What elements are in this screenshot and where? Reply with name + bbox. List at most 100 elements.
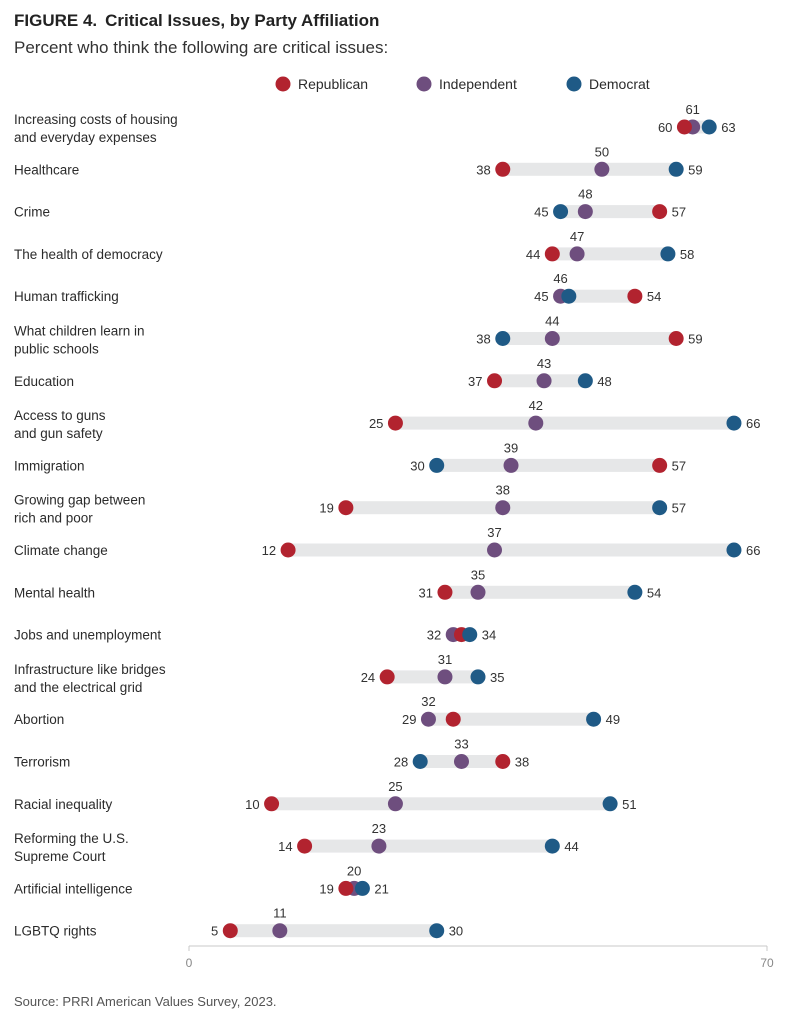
dot-democrat — [586, 711, 602, 727]
value-label-low: 25 — [369, 416, 383, 431]
category-label: LGBTQ rights — [14, 924, 97, 939]
value-label-independent: 46 — [553, 271, 567, 286]
chart-row: Reforming the U.S. Supreme Court 14 44 23 — [14, 821, 579, 864]
legend-label-independent: Independent — [439, 76, 517, 92]
chart-row: Mental health 31 54 35 — [14, 567, 661, 600]
chart-row: Jobs and unemployment 32 34 — [14, 627, 496, 643]
range-bar — [387, 670, 478, 684]
category-label-line: Immigration — [14, 458, 85, 473]
legend-label-democrat: Democrat — [589, 76, 650, 92]
dot-democrat — [726, 542, 742, 558]
dot-democrat — [553, 204, 569, 220]
chart-row: Artificial intelligence 19 21 20 — [14, 863, 389, 896]
value-label-high: 30 — [449, 924, 463, 939]
chart-row: LGBTQ rights 5 30 11 — [14, 906, 463, 939]
category-label: Increasing costs of housing and everyday … — [14, 112, 178, 145]
source-note: Source: PRRI American Values Survey, 202… — [14, 994, 277, 1009]
category-label-line: Climate change — [14, 543, 108, 558]
value-label-high: 48 — [597, 374, 611, 389]
value-label-high: 21 — [374, 881, 388, 896]
legend-marker-independent — [416, 76, 432, 92]
dot-plot-chart: Republican Independent Democrat Increasing… — [14, 76, 774, 970]
x-axis-tick-label: 70 — [760, 956, 774, 970]
dot-democrat — [652, 500, 668, 516]
category-label: Climate change — [14, 543, 108, 558]
dot-independent — [528, 415, 544, 431]
dot-democrat — [577, 373, 593, 389]
category-label-line: and the electrical grid — [14, 680, 142, 695]
range-bar — [560, 289, 635, 303]
chart-row: Climate change 12 66 37 — [14, 525, 760, 558]
value-label-low: 12 — [262, 543, 276, 558]
category-label-line: Artificial intelligence — [14, 881, 133, 896]
value-label-high: 35 — [490, 670, 504, 685]
chart-rows: Increasing costs of housing and everyday … — [14, 102, 760, 939]
dot-republican — [627, 288, 643, 304]
chart-row: Access to guns and gun safety 25 66 42 — [14, 398, 760, 441]
value-label-high: 66 — [746, 416, 760, 431]
value-label-low: 44 — [526, 247, 540, 262]
category-label-line: Abortion — [14, 712, 64, 727]
value-label-independent: 39 — [504, 440, 518, 455]
dot-independent — [577, 204, 593, 220]
dot-republican — [338, 500, 354, 516]
dot-democrat — [470, 669, 486, 685]
dot-democrat — [602, 796, 618, 812]
dot-democrat — [429, 923, 445, 939]
dot-democrat — [701, 119, 717, 135]
category-label: Mental health — [14, 585, 95, 600]
value-label-low: 32 — [427, 628, 441, 643]
dot-independent — [569, 246, 585, 262]
dot-republican — [676, 119, 692, 135]
range-bar — [271, 797, 611, 811]
value-label-low: 19 — [319, 881, 333, 896]
value-label-high: 49 — [606, 712, 620, 727]
category-label-line: Access to guns — [14, 408, 106, 423]
value-label-independent: 37 — [487, 525, 501, 540]
value-label-independent: 48 — [578, 187, 592, 202]
value-label-independent: 38 — [496, 483, 510, 498]
category-label-line: The health of democracy — [14, 247, 163, 262]
dot-independent — [437, 669, 453, 685]
value-label-independent: 31 — [438, 652, 452, 667]
category-label-line: What children learn in — [14, 324, 145, 339]
category-label-line: Terrorism — [14, 755, 70, 770]
range-bar — [444, 585, 635, 599]
chart-row: The health of democracy 44 58 47 — [14, 229, 694, 262]
value-label-high: 57 — [672, 458, 686, 473]
dot-independent — [594, 161, 610, 177]
value-label-independent: 32 — [421, 694, 435, 709]
category-label-line: Infrastructure like bridges — [14, 662, 166, 677]
value-label-high: 51 — [622, 797, 636, 812]
dot-republican — [387, 415, 403, 431]
chart-row: Crime 45 57 48 — [14, 187, 686, 220]
legend: Republican Independent Democrat — [275, 76, 650, 92]
range-bar — [502, 162, 677, 176]
value-label-low: 5 — [211, 924, 218, 939]
dot-republican — [495, 754, 511, 769]
figure-title: FIGURE 4. Critical Issues, by Party Affil… — [14, 11, 379, 31]
category-label: Education — [14, 374, 74, 389]
value-label-high: 63 — [721, 120, 735, 135]
chart-row: Growing gap between rich and poor 19 57 38 — [14, 483, 686, 526]
range-bar — [304, 839, 553, 853]
dot-democrat — [561, 288, 577, 304]
dot-republican — [297, 838, 313, 854]
value-label-high: 59 — [688, 162, 702, 177]
value-label-low: 29 — [402, 712, 416, 727]
category-label-line: and gun safety — [14, 426, 103, 441]
value-label-independent: 44 — [545, 314, 559, 329]
category-label-line: Growing gap between — [14, 493, 145, 508]
value-label-low: 37 — [468, 374, 482, 389]
category-label-line: Increasing costs of housing — [14, 112, 178, 127]
figure-subtitle: Percent who think the following are crit… — [14, 38, 389, 57]
x-axis: 0 70 — [186, 945, 774, 970]
value-label-low: 24 — [361, 670, 375, 685]
dot-independent — [420, 711, 436, 727]
category-label: Crime — [14, 205, 50, 220]
category-label: Growing gap between rich and poor — [14, 493, 145, 526]
value-label-low: 45 — [534, 289, 548, 304]
dot-republican — [544, 246, 560, 262]
category-label-line: Jobs and unemployment — [14, 628, 161, 643]
value-label-independent: 11 — [273, 906, 287, 921]
